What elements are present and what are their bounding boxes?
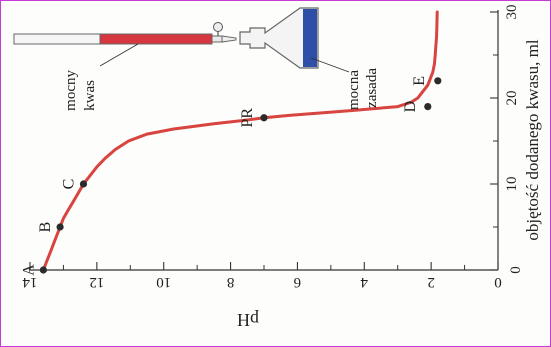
- curve-point: [56, 223, 64, 231]
- stopcock-icon: [213, 22, 223, 32]
- x-tick-label: 20: [504, 91, 520, 106]
- y-tick-label: 12: [89, 274, 104, 290]
- y-axis-ticks: 0 2 4 6 8 10 12 14: [22, 262, 502, 290]
- curve-point: [434, 77, 442, 85]
- point-label: E: [411, 76, 428, 86]
- point-label: D: [402, 101, 419, 113]
- y-tick-label: 2: [427, 274, 435, 290]
- y-tick-label: 8: [227, 274, 235, 290]
- point-label: B: [37, 222, 54, 233]
- y-tick-label: 0: [494, 274, 502, 290]
- base-label-line2: zasada: [364, 68, 380, 108]
- titration-curve: [41, 10, 439, 272]
- point-label: A: [20, 264, 37, 276]
- base-leader-line: [310, 57, 350, 73]
- point-label: PR: [239, 108, 256, 128]
- curve-point: [260, 114, 268, 122]
- y-tick-label: 10: [156, 274, 171, 290]
- burette-illustration: [13, 22, 237, 45]
- x-tick-label: 30: [504, 5, 520, 20]
- base-label-line1: mocna: [346, 70, 362, 110]
- point-label: C: [60, 179, 77, 190]
- y-tick-label: 4: [360, 274, 368, 290]
- flask-base-fill: [303, 9, 317, 67]
- curve-point: [39, 266, 47, 274]
- acid-label-line1: mocny: [63, 70, 79, 111]
- x-axis-title: objętość dodanego kwasu, ml: [523, 39, 542, 240]
- x-axis-ticks: 0 10 20 30: [490, 5, 524, 274]
- curve-points: A B C PR D E: [20, 76, 442, 276]
- acid-label-line2: kwas: [82, 80, 98, 111]
- x-tick-label: 10: [504, 177, 520, 192]
- y-axis-title: pH: [237, 310, 259, 330]
- y-tick-label: 14: [22, 274, 38, 290]
- flask-illustration: [239, 7, 319, 69]
- x-tick-label: 0: [508, 266, 524, 274]
- burette-acid-fill: [99, 33, 213, 45]
- acid-leader-line: [99, 43, 139, 67]
- curve-point: [79, 180, 88, 188]
- curve-point: [424, 103, 432, 111]
- y-tick-label: 6: [293, 274, 301, 290]
